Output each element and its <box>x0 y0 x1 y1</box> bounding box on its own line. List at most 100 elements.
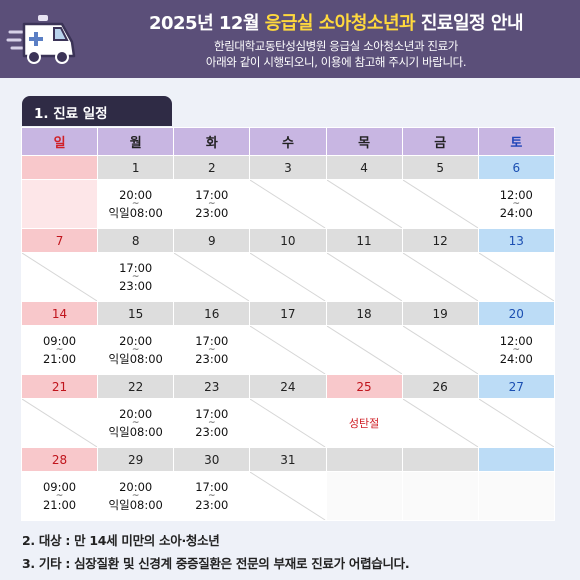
schedule-cell: 09:00 ~21:00 <box>20 471 99 521</box>
weekday-tue: 화 <box>173 127 251 156</box>
tilde-separator: ~ <box>131 199 140 209</box>
date-number: 30 <box>173 447 251 472</box>
end-time: 21:00 <box>42 498 77 512</box>
date-number: 2 <box>173 155 251 180</box>
diagonal-slash-icon <box>250 253 326 301</box>
date-number: 26 <box>401 374 479 399</box>
no-service-cell <box>249 398 327 448</box>
schedule-calendar: 일 월 화 수 목 금 토 1 2 3 4 5 6 20:00 ~ 익일08:00 17:00 ~2… <box>20 127 555 521</box>
note-target: 2. 대상 : 만 14세 미만의 소아·청소년 <box>22 533 220 548</box>
weekday-mon: 월 <box>97 127 175 156</box>
no-service-cell <box>249 252 327 302</box>
date-number: 9 <box>173 228 251 253</box>
section-title-tab: 1. 진료 일정 <box>22 96 172 126</box>
end-time: 21:00 <box>42 352 77 366</box>
date-number: 11 <box>325 228 403 253</box>
date-number: 31 <box>249 447 327 472</box>
tilde-separator: ~ <box>208 418 216 428</box>
date-number: 14 <box>20 301 99 326</box>
date-number: 8 <box>97 228 175 253</box>
schedule-cell: 17:00 ~23:00 <box>173 179 251 229</box>
date-number: 16 <box>173 301 251 326</box>
date-number: 18 <box>325 301 403 326</box>
date-number: 13 <box>477 228 555 253</box>
tilde-separator: ~ <box>131 418 140 428</box>
holiday-cell: 성탄절 <box>325 398 403 448</box>
end-time: 23:00 <box>195 206 229 220</box>
date-number: 17 <box>249 301 327 326</box>
start-time: 20:00 <box>119 407 153 421</box>
end-time: 익일08:00 <box>108 498 163 512</box>
page-title: 2025년 12월 응급실 소아청소년과 진료일정 안내 <box>148 13 524 34</box>
diagonal-slash-icon <box>402 180 478 228</box>
schedule-cell: 17:00 ~23:00 <box>173 398 251 448</box>
title-highlight: 응급실 소아청소년과 <box>264 13 416 34</box>
no-service-cell <box>249 325 327 375</box>
subtitle-line: 한림대학교동탄성심병원 응급실 소아청소년과 진료가 <box>214 39 458 53</box>
diagonal-slash-icon <box>326 253 402 301</box>
no-service-cell <box>20 252 99 302</box>
start-time: 20:00 <box>119 334 153 348</box>
date-number: 24 <box>249 374 327 399</box>
tilde-separator: ~ <box>512 345 521 355</box>
tilde-separator: ~ <box>55 491 64 501</box>
end-time: 23:00 <box>195 352 229 366</box>
schedule-cell: 20:00 ~ 익일08:00 <box>97 398 175 448</box>
date-number: 23 <box>173 374 251 399</box>
weekday-header-row: 일 월 화 수 목 금 토 <box>20 127 555 156</box>
no-service-cell <box>477 398 555 448</box>
date-number: 5 <box>401 155 479 180</box>
weekday-thu: 목 <box>325 127 403 156</box>
diagonal-slash-icon <box>326 180 402 228</box>
schedule-cell: 12:00 ~24:00 <box>477 179 555 229</box>
schedule-cell: 12:00 ~24:00 <box>477 325 555 375</box>
end-time: 23:00 <box>195 425 229 439</box>
diagonal-slash-icon <box>402 253 478 301</box>
start-time: 20:00 <box>119 480 153 494</box>
end-time: 익일08:00 <box>108 425 163 439</box>
start-time: 09:00 <box>42 480 77 494</box>
start-time: 17:00 <box>195 480 229 494</box>
end-time: 23:00 <box>119 279 153 293</box>
no-service-cell <box>249 471 327 521</box>
diagonal-slash-icon <box>250 399 326 447</box>
page-subtitle: 한림대학교동탄성심병원 응급실 소아청소년과 진료가 아래와 같이 시행되오니,… <box>96 38 576 70</box>
tilde-separator: ~ <box>512 199 521 209</box>
schedule-cell: 09:00 ~21:00 <box>20 325 99 375</box>
date-number: 10 <box>249 228 327 253</box>
calendar-body: 1 2 3 4 5 6 20:00 ~ 익일08:00 17:00 ~23:00 12:00 ~24:0… <box>20 155 555 521</box>
schedule-cell: 17:00 ~23:00 <box>173 325 251 375</box>
date-number: 28 <box>20 447 99 472</box>
date-number: 27 <box>477 374 555 399</box>
diagonal-slash-icon <box>478 253 554 301</box>
blank-cell <box>401 471 479 521</box>
schedule-row: 20:00 ~ 익일08:00 17:00 ~23:00 12:00 ~24:00 <box>20 179 555 229</box>
end-time: 24:00 <box>499 352 533 366</box>
diagonal-slash-icon <box>250 180 326 228</box>
tilde-separator: ~ <box>131 272 140 282</box>
no-service-cell <box>173 252 251 302</box>
end-time: 24:00 <box>499 206 533 220</box>
no-service-cell <box>325 325 403 375</box>
no-service-cell <box>401 179 479 229</box>
no-service-cell <box>20 398 99 448</box>
date-number <box>20 155 99 180</box>
end-time: 익일08:00 <box>108 206 163 220</box>
date-number <box>477 447 555 472</box>
date-number: 20 <box>477 301 555 326</box>
weekday-fri: 금 <box>401 127 479 156</box>
holiday-label: 성탄절 <box>348 416 380 430</box>
blank-cell <box>325 471 403 521</box>
date-number: 3 <box>249 155 327 180</box>
tilde-separator: ~ <box>55 345 64 355</box>
schedule-row: 09:00 ~21:00 20:00 ~ 익일08:00 17:00 ~23:00 12:00… <box>20 325 555 375</box>
start-time: 17:00 <box>195 188 229 202</box>
subtitle-line: 아래와 같이 시행되오니, 이용에 참고해 주시기 바랍니다. <box>205 55 467 69</box>
schedule-cell: 17:00 ~23:00 <box>97 252 175 302</box>
diagonal-slash-icon <box>250 472 326 520</box>
schedule-cell: 17:00 ~23:00 <box>173 471 251 521</box>
schedule-cell: 20:00 ~ 익일08:00 <box>97 179 175 229</box>
diagonal-slash-icon <box>402 399 478 447</box>
end-time: 23:00 <box>195 498 229 512</box>
